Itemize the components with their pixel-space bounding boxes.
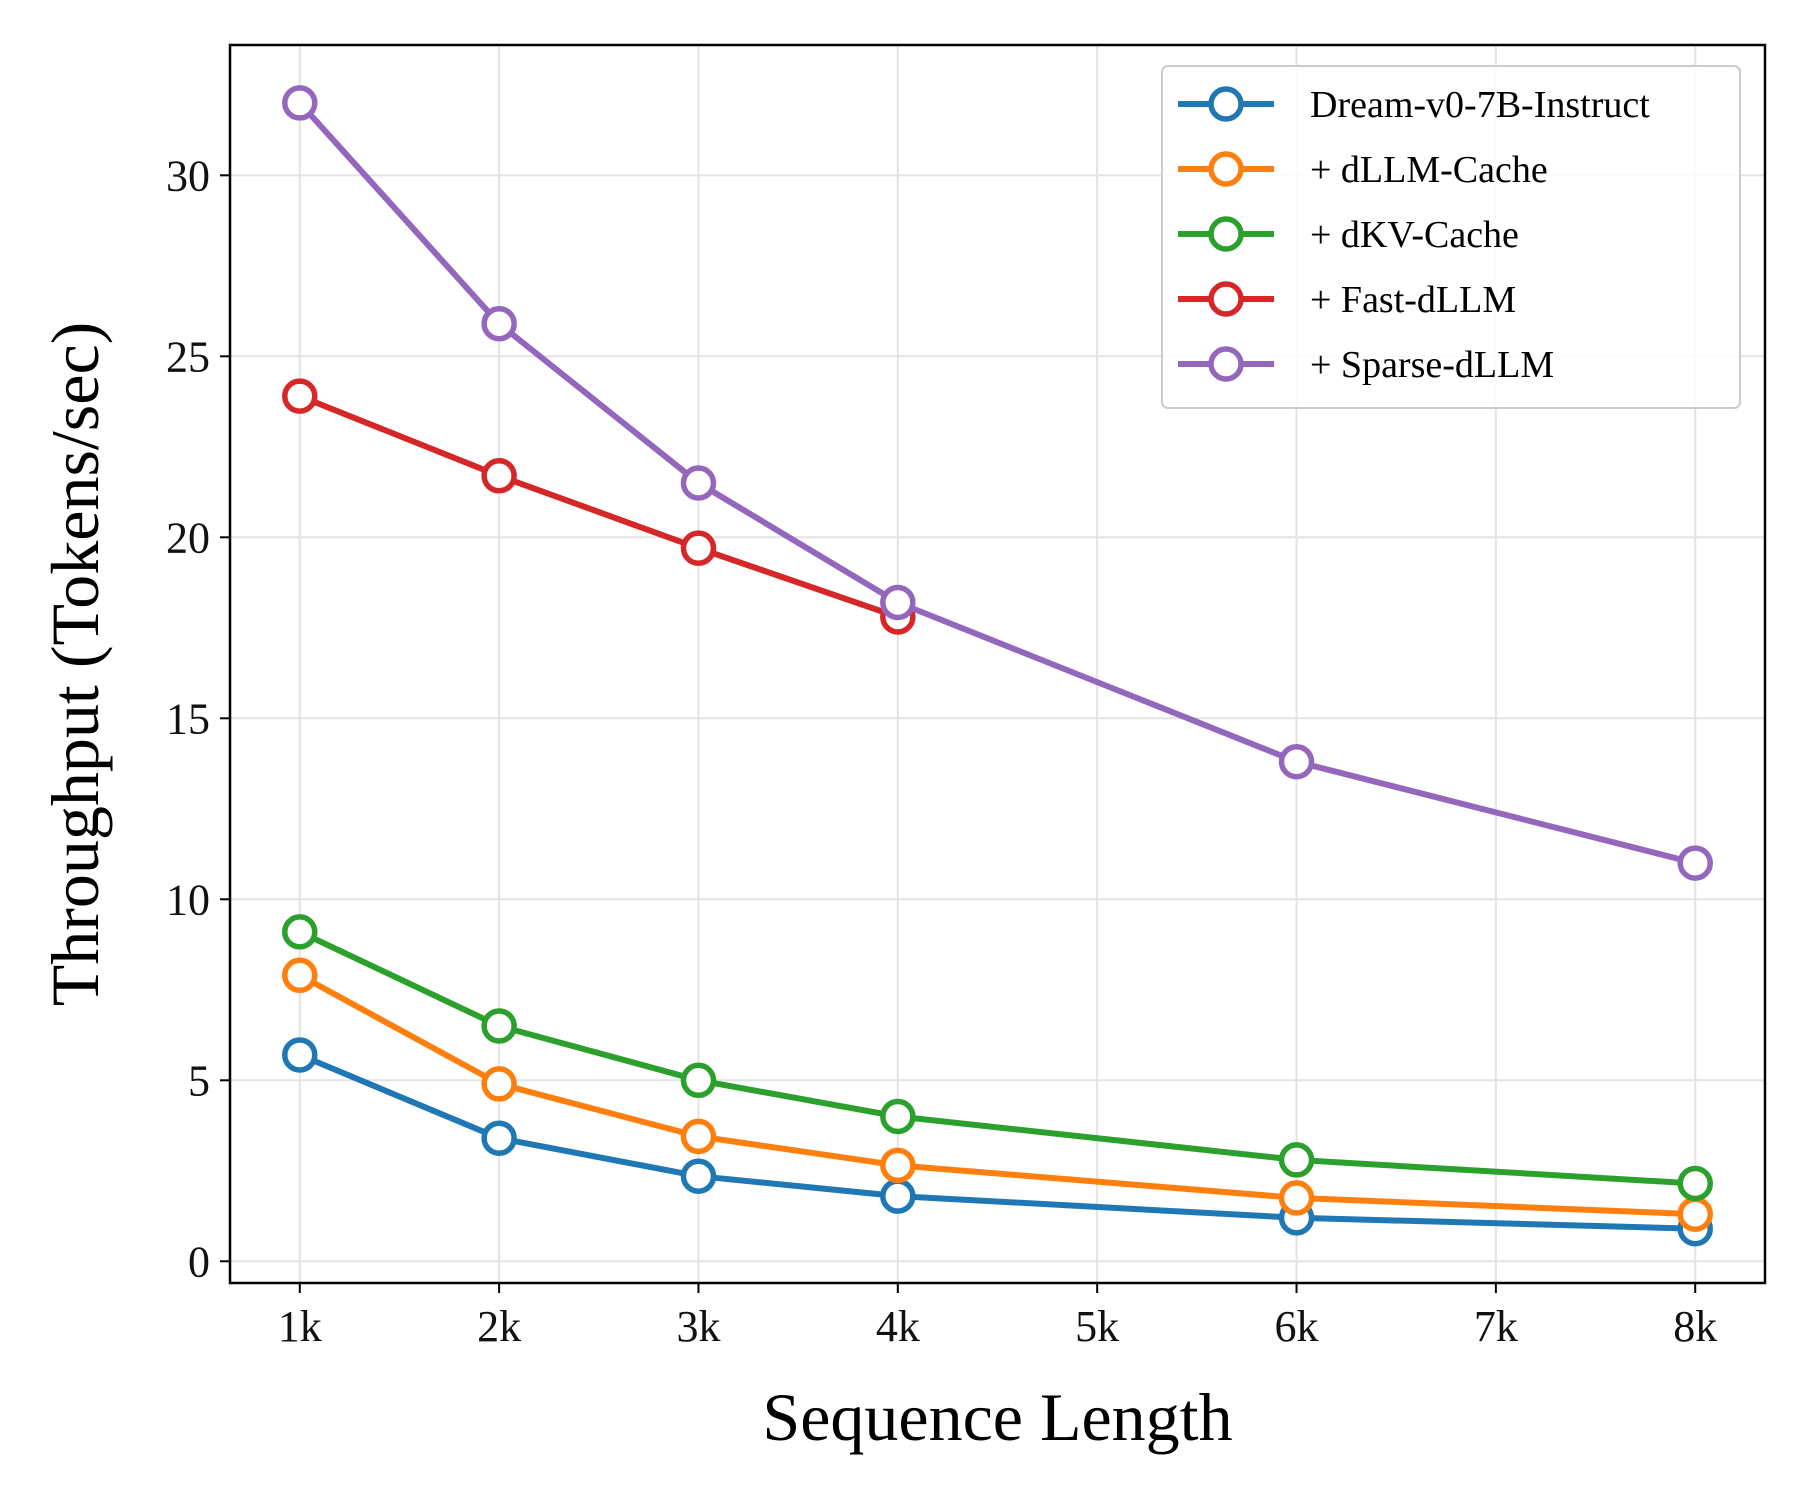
x-tick-label: 2k (477, 1302, 521, 1351)
series-line (296, 1051, 1699, 1232)
legend-label: + Fast-dLLM (1310, 279, 1516, 321)
data-point (481, 1008, 517, 1044)
y-tick-label: 10 (166, 875, 210, 924)
legend-box (1161, 65, 1741, 409)
x-tick-label: 4k (876, 1302, 920, 1351)
series-4 (282, 378, 916, 635)
legend-swatch-marker (1208, 86, 1244, 122)
legend-item: + Sparse-dLLM (1178, 344, 1554, 386)
data-point (481, 1120, 517, 1156)
x-tick-label: 1k (278, 1302, 322, 1351)
x-tick-label: 7k (1474, 1302, 1518, 1351)
data-point (282, 914, 318, 950)
data-point (680, 1062, 717, 1099)
data-point (680, 465, 717, 501)
legend-item: + dKV-Cache (1178, 214, 1519, 256)
series-layer (282, 85, 1713, 1247)
data-point (481, 1066, 517, 1102)
x-tick-label: 5k (1075, 1302, 1119, 1351)
series-5 (282, 85, 1713, 881)
data-point (481, 305, 517, 342)
legend: Dream-v0-7B-Instruct + dLLM-Cache + dKV-Ca… (1161, 65, 1741, 409)
y-tick-label: 5 (188, 1056, 210, 1105)
y-tick-label: 15 (166, 694, 210, 743)
data-point (1278, 1142, 1315, 1178)
data-point (282, 378, 318, 414)
legend-item: + Fast-dLLM (1178, 279, 1516, 321)
series-line (296, 928, 1699, 1187)
legend-item: + dLLM-Cache (1178, 149, 1548, 191)
data-point (880, 584, 916, 621)
data-point (1677, 1196, 1713, 1232)
x-tick-label: 6k (1275, 1302, 1319, 1351)
series-3 (282, 914, 1713, 1202)
y-tick-label: 25 (166, 332, 210, 381)
data-point (282, 1037, 318, 1073)
y-axis-title: Throughput (Tokens/sec) (37, 322, 113, 1007)
legend-item: Dream-v0-7B-Instruct (1178, 84, 1650, 126)
data-point (282, 85, 318, 121)
y-tick-label: 0 (188, 1237, 210, 1286)
legend-label: + Sparse-dLLM (1310, 344, 1554, 386)
data-point (880, 1147, 916, 1184)
legend-swatch-marker (1208, 346, 1244, 382)
x-axis: 1k 2k 3k 4k 5k 6k 7k 8k (278, 1283, 1717, 1351)
legend-swatch-marker (1208, 151, 1244, 187)
legend-label: + dKV-Cache (1310, 214, 1519, 256)
series-line (296, 393, 901, 620)
series-line (296, 972, 1699, 1218)
x-tick-label: 3k (676, 1302, 720, 1351)
plot-frame (228, 43, 1767, 1285)
legend-swatch-marker (1208, 216, 1244, 252)
y-axis: 0 5 10 15 20 25 30 (166, 151, 230, 1286)
x-axis-title: Sequence Length (762, 1379, 1232, 1455)
legend-label: Dream-v0-7B-Instruct (1310, 84, 1650, 126)
data-point (880, 1098, 916, 1135)
series-line (296, 99, 1699, 867)
data-point (680, 1158, 717, 1194)
y-tick-label: 30 (166, 151, 210, 200)
data-point (680, 530, 717, 566)
data-point (282, 957, 318, 994)
data-point (880, 1178, 916, 1214)
data-point (1677, 1165, 1713, 1202)
data-point (680, 1118, 717, 1155)
legend-swatch-marker (1208, 281, 1244, 317)
data-point (481, 458, 517, 494)
legend-label: + dLLM-Cache (1310, 149, 1548, 191)
y-tick-label: 20 (166, 513, 210, 562)
data-point (1278, 1180, 1315, 1216)
data-point (1278, 743, 1315, 780)
series-2 (282, 957, 1713, 1232)
data-point (1677, 845, 1713, 881)
x-tick-label: 8k (1673, 1302, 1717, 1351)
